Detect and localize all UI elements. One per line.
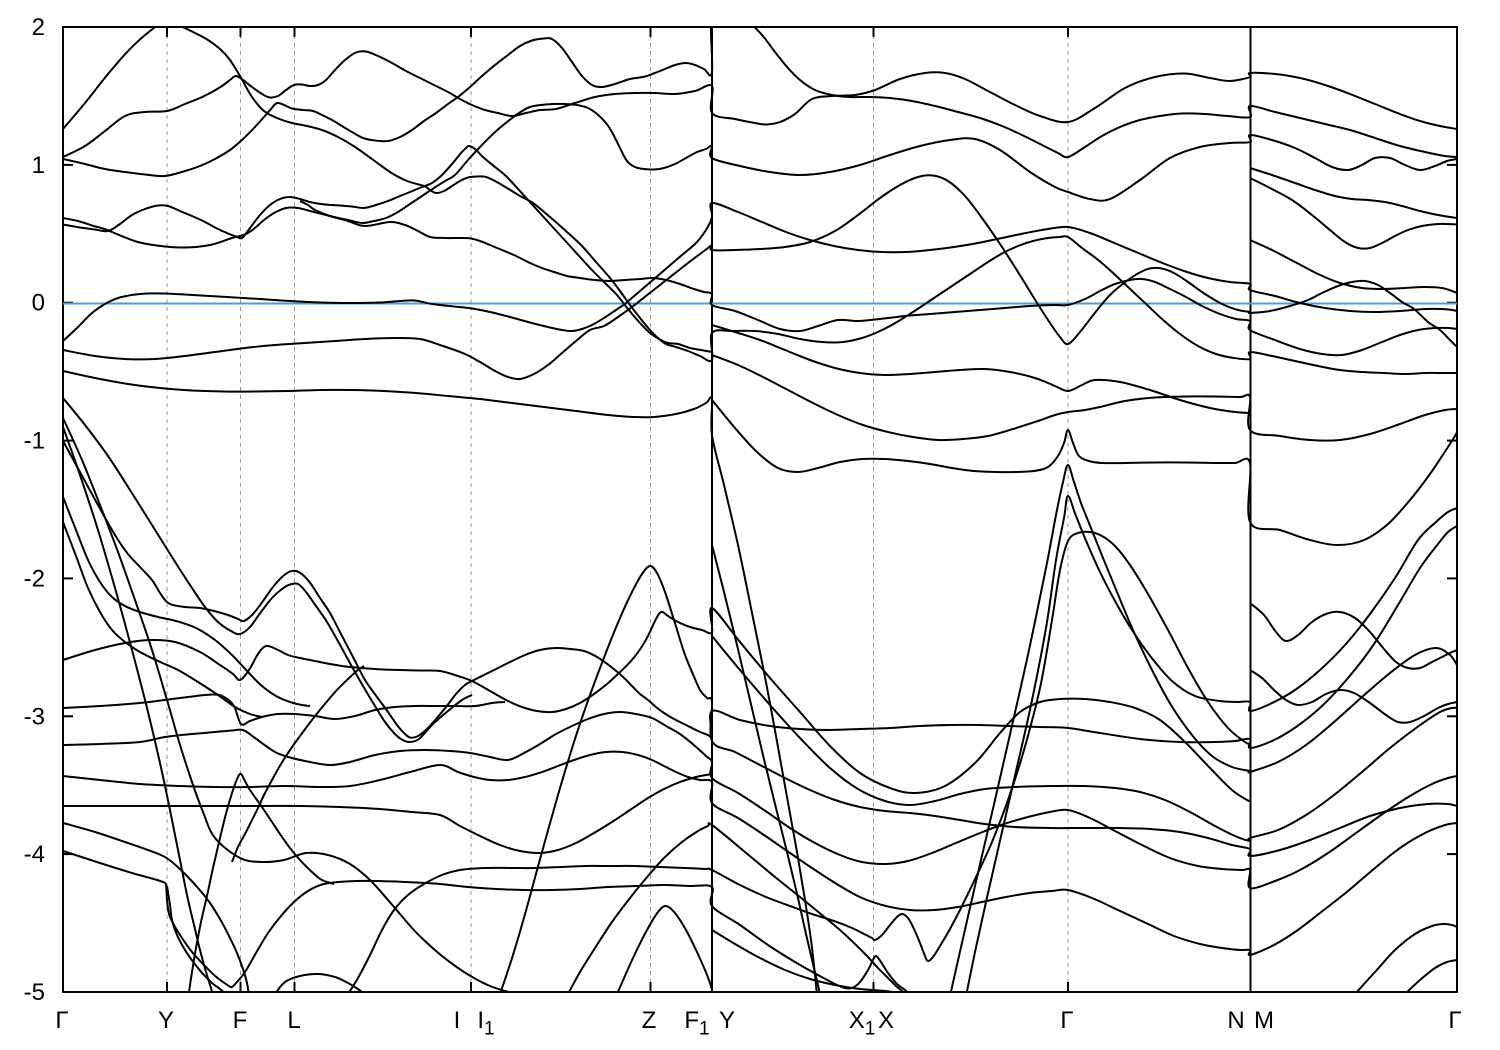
- svg-text:Y: Y: [158, 1007, 174, 1034]
- svg-text:Γ: Γ: [55, 1007, 68, 1034]
- svg-text:2: 2: [32, 14, 45, 41]
- svg-text:-4: -4: [24, 841, 45, 868]
- svg-text:I1: I1: [477, 1007, 494, 1040]
- svg-text:M: M: [1254, 1007, 1274, 1034]
- svg-text:X: X: [878, 1007, 894, 1034]
- svg-text:I: I: [454, 1007, 461, 1034]
- svg-text:L: L: [287, 1007, 300, 1034]
- svg-text:Y: Y: [719, 1007, 735, 1034]
- svg-text:-3: -3: [24, 703, 45, 730]
- svg-text:Γ: Γ: [1448, 1007, 1461, 1034]
- svg-text:Z: Z: [642, 1007, 657, 1034]
- svg-text:-2: -2: [24, 565, 45, 592]
- svg-text:N: N: [1227, 1007, 1244, 1034]
- svg-text:F1: F1: [684, 1007, 709, 1040]
- svg-text:0: 0: [32, 290, 45, 317]
- svg-text:-5: -5: [24, 979, 45, 1006]
- svg-text:-1: -1: [24, 428, 45, 455]
- svg-text:F: F: [233, 1007, 248, 1034]
- svg-text:1: 1: [32, 152, 45, 179]
- svg-text:X1: X1: [849, 1007, 876, 1040]
- svg-text:Γ: Γ: [1060, 1007, 1073, 1034]
